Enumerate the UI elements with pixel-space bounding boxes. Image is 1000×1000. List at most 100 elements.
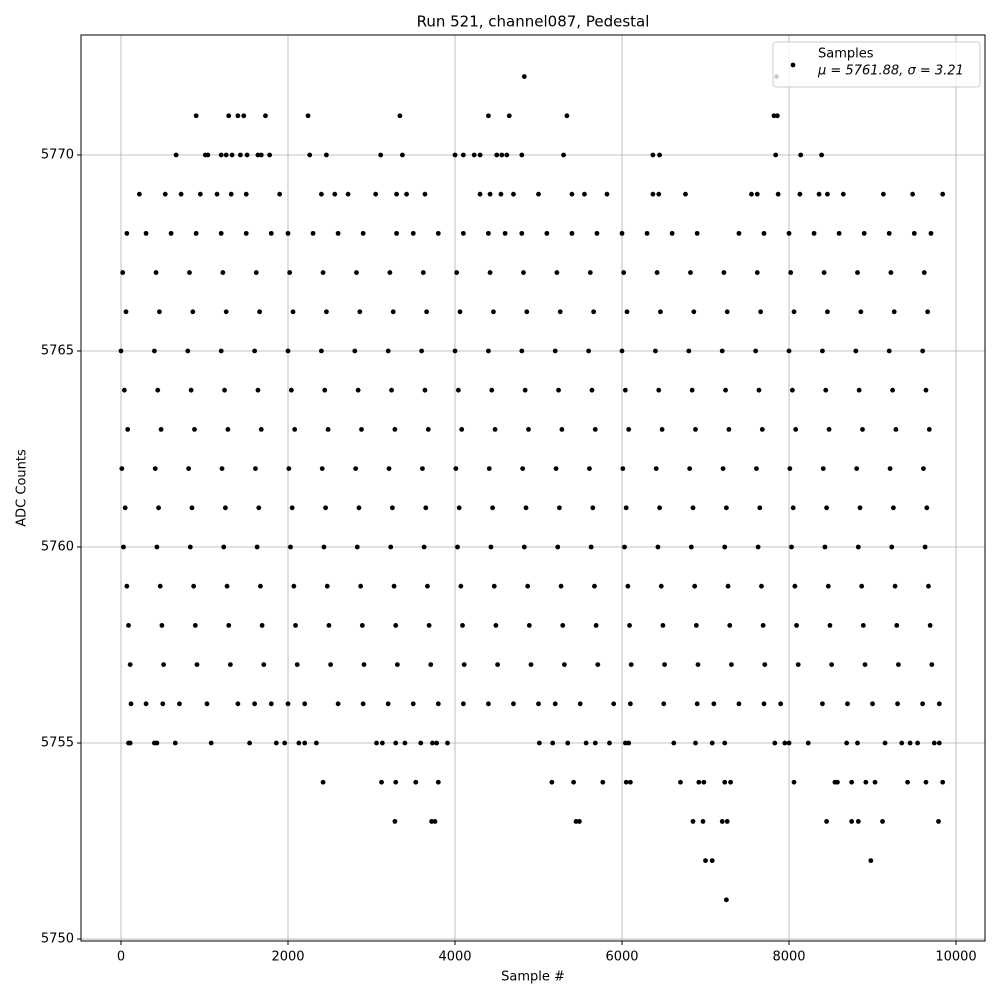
sample-point — [389, 387, 394, 393]
sample-point — [696, 779, 702, 785]
sample-point — [121, 387, 127, 393]
sample-point — [235, 113, 241, 119]
sample-point — [378, 152, 384, 158]
sample-point — [127, 740, 133, 746]
sample-point — [621, 270, 627, 275]
sample-point — [703, 858, 708, 864]
sample-point — [374, 740, 379, 746]
sample-point — [400, 152, 405, 158]
sample-point — [798, 152, 804, 158]
sample-point — [495, 662, 500, 668]
sample-point — [288, 387, 294, 393]
sample-point — [754, 466, 759, 471]
sample-point — [190, 309, 196, 315]
sample-point — [855, 819, 861, 824]
sample-point — [911, 230, 917, 236]
sample-point — [890, 387, 895, 393]
sample-point — [549, 779, 555, 785]
sample-point — [188, 387, 194, 393]
sample-point — [325, 426, 331, 432]
sample-point — [158, 426, 164, 432]
sample-point — [628, 662, 634, 668]
sample-point — [899, 740, 905, 746]
sample-point — [519, 152, 525, 158]
sample-point — [688, 270, 693, 275]
sample-point — [758, 309, 764, 315]
sample-point — [323, 505, 328, 511]
sample-point — [220, 270, 226, 275]
x-tick-label: 8000 — [772, 950, 805, 965]
sample-point — [569, 191, 575, 197]
sample-point — [623, 505, 629, 511]
sample-point — [313, 740, 319, 746]
sample-point — [845, 701, 850, 707]
sample-point — [291, 583, 297, 589]
sample-point — [359, 623, 365, 628]
sample-point — [187, 544, 193, 550]
sample-point — [154, 544, 160, 550]
sample-point — [241, 113, 247, 119]
sample-point — [590, 505, 596, 511]
sample-point — [208, 740, 214, 746]
sample-point — [895, 701, 900, 707]
sample-point — [486, 348, 491, 354]
sample-point — [622, 740, 628, 746]
sample-point — [168, 230, 174, 236]
sample-point — [722, 740, 728, 746]
sample-point — [290, 309, 296, 315]
sample-point — [357, 309, 363, 315]
sample-point — [724, 309, 730, 315]
y-tick-label: 5760 — [41, 540, 74, 555]
sample-point — [805, 740, 811, 746]
sample-point — [844, 740, 850, 746]
sample-point — [490, 505, 495, 511]
sample-point — [218, 230, 224, 236]
sample-point — [863, 779, 869, 785]
sample-point — [178, 191, 184, 197]
sample-point — [936, 819, 941, 824]
sample-point — [811, 230, 817, 236]
sample-point — [825, 191, 830, 197]
sample-point — [253, 466, 258, 471]
sample-point — [352, 348, 358, 354]
x-tick-label: 4000 — [438, 950, 471, 965]
sample-point — [736, 230, 742, 236]
sample-point — [389, 505, 395, 511]
sample-point — [855, 544, 861, 550]
sample-point — [430, 740, 435, 746]
sample-point — [282, 740, 288, 746]
sample-point — [720, 466, 726, 471]
sample-point — [413, 779, 419, 785]
sample-point — [434, 740, 440, 746]
sample-point — [623, 779, 629, 785]
sample-point — [218, 152, 224, 158]
sample-point — [771, 113, 777, 119]
sample-point — [827, 623, 833, 628]
sample-point — [292, 426, 298, 432]
sample-point — [644, 230, 650, 236]
sample-point — [457, 309, 463, 315]
sample-point — [936, 740, 942, 746]
sample-point — [790, 505, 796, 511]
sample-point — [559, 426, 565, 432]
sample-point — [258, 152, 264, 158]
sample-point — [536, 191, 541, 197]
sample-point — [435, 701, 441, 707]
sample-point — [905, 779, 910, 785]
sample-point — [263, 113, 268, 119]
sample-point — [229, 152, 235, 158]
sample-point — [491, 309, 496, 315]
sample-point — [722, 779, 728, 785]
sample-point — [393, 779, 399, 785]
sample-point — [120, 270, 126, 275]
sample-point — [223, 152, 229, 158]
sample-point — [511, 191, 516, 197]
sample-point — [302, 701, 308, 707]
sample-point — [385, 348, 391, 354]
sample-point — [729, 662, 734, 668]
axes-frame — [80, 34, 986, 942]
sample-point — [820, 348, 825, 354]
sample-point — [320, 779, 326, 785]
sample-point — [694, 701, 700, 707]
